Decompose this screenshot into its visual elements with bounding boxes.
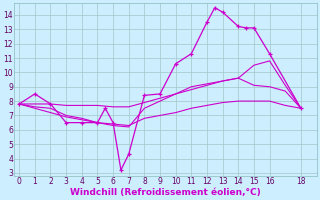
X-axis label: Windchill (Refroidissement éolien,°C): Windchill (Refroidissement éolien,°C) — [70, 188, 261, 197]
